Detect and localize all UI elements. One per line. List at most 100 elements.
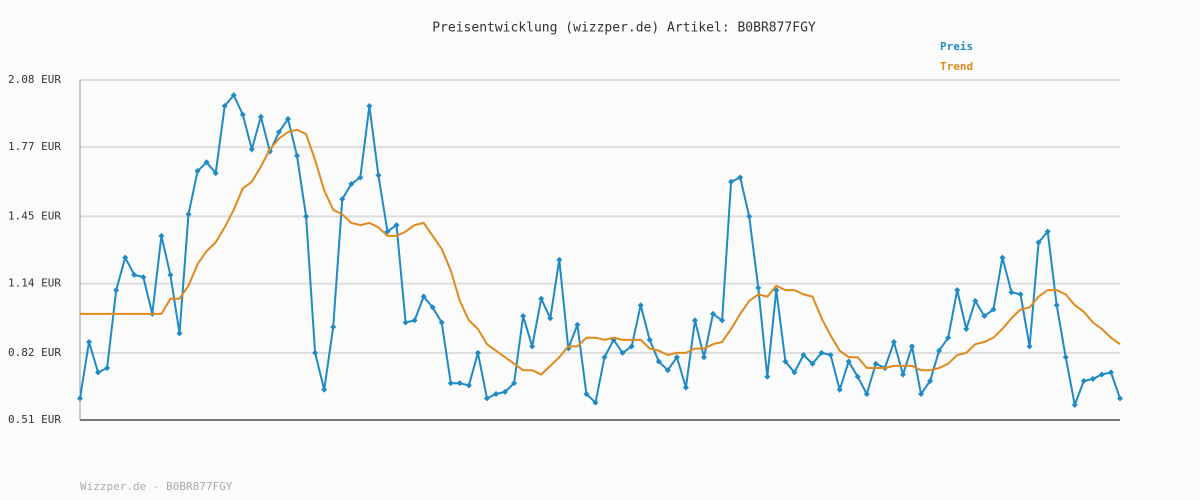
point [863, 391, 870, 398]
point [429, 304, 436, 311]
point [918, 391, 925, 398]
point [1017, 291, 1024, 298]
point [339, 196, 346, 203]
point [122, 254, 129, 261]
point [86, 339, 93, 346]
point [529, 343, 536, 350]
point [104, 365, 111, 372]
point [194, 167, 201, 174]
point [592, 399, 599, 406]
point [981, 313, 988, 320]
series-line [80, 128, 1121, 376]
point [945, 334, 952, 341]
point [854, 373, 861, 380]
point [420, 293, 427, 300]
point [375, 172, 382, 179]
point [701, 354, 707, 361]
point [664, 367, 671, 374]
point [366, 102, 373, 109]
point [972, 297, 979, 304]
point [221, 102, 228, 109]
point [285, 115, 291, 122]
point [899, 371, 906, 378]
point [963, 326, 970, 333]
point [691, 317, 698, 324]
point [483, 395, 490, 402]
point [456, 380, 463, 387]
point [411, 317, 418, 324]
point [601, 354, 608, 361]
point [547, 315, 554, 322]
point [682, 384, 689, 391]
point [1044, 228, 1051, 235]
point [95, 369, 102, 376]
point [583, 391, 590, 398]
point [203, 159, 210, 166]
point [1062, 354, 1069, 361]
point [185, 211, 192, 218]
point [465, 382, 472, 389]
point [673, 354, 680, 361]
point [719, 317, 726, 324]
point [999, 254, 1006, 261]
point [1107, 369, 1114, 376]
point [520, 313, 527, 320]
point [176, 330, 183, 337]
point [294, 152, 301, 159]
point [1080, 378, 1087, 385]
point [764, 373, 771, 380]
point [357, 174, 364, 181]
point [909, 343, 915, 350]
point [556, 256, 563, 263]
point [167, 271, 174, 278]
point [782, 358, 789, 365]
point [791, 369, 798, 376]
y-tick-label: 0.82 EUR [8, 346, 61, 359]
point [1008, 289, 1015, 296]
point [845, 358, 852, 365]
y-tick-label: 1.77 EUR [8, 140, 61, 153]
series-line [79, 93, 1121, 409]
point [239, 111, 246, 118]
point [1053, 302, 1060, 309]
point [474, 349, 481, 356]
chart-title: Preisentwicklung (wizzper.de) Artikel: B… [432, 21, 816, 36]
point [538, 295, 545, 302]
point [438, 319, 445, 326]
point [303, 213, 310, 220]
point [502, 388, 509, 395]
point [212, 170, 219, 177]
point [77, 395, 83, 402]
point [728, 178, 735, 185]
point [800, 352, 807, 359]
point [1026, 343, 1033, 350]
point [927, 378, 934, 385]
point [140, 274, 147, 281]
point [131, 271, 138, 278]
footer: Wizzper.de - B0BR877FGY [80, 480, 233, 493]
y-tick-label: 1.45 EUR [8, 209, 61, 222]
point [275, 128, 282, 135]
point [493, 391, 499, 398]
point [628, 343, 635, 350]
point [646, 336, 653, 343]
point [710, 310, 717, 317]
point [936, 347, 943, 354]
point [637, 302, 644, 309]
point [746, 213, 753, 220]
point [330, 323, 337, 330]
point [1098, 371, 1105, 378]
point [574, 321, 581, 328]
point [818, 349, 825, 356]
point [827, 352, 834, 359]
point [737, 174, 744, 181]
point [809, 360, 816, 367]
point [755, 284, 762, 291]
point [257, 113, 264, 120]
point [312, 349, 319, 356]
point [402, 319, 409, 326]
point [836, 386, 843, 393]
